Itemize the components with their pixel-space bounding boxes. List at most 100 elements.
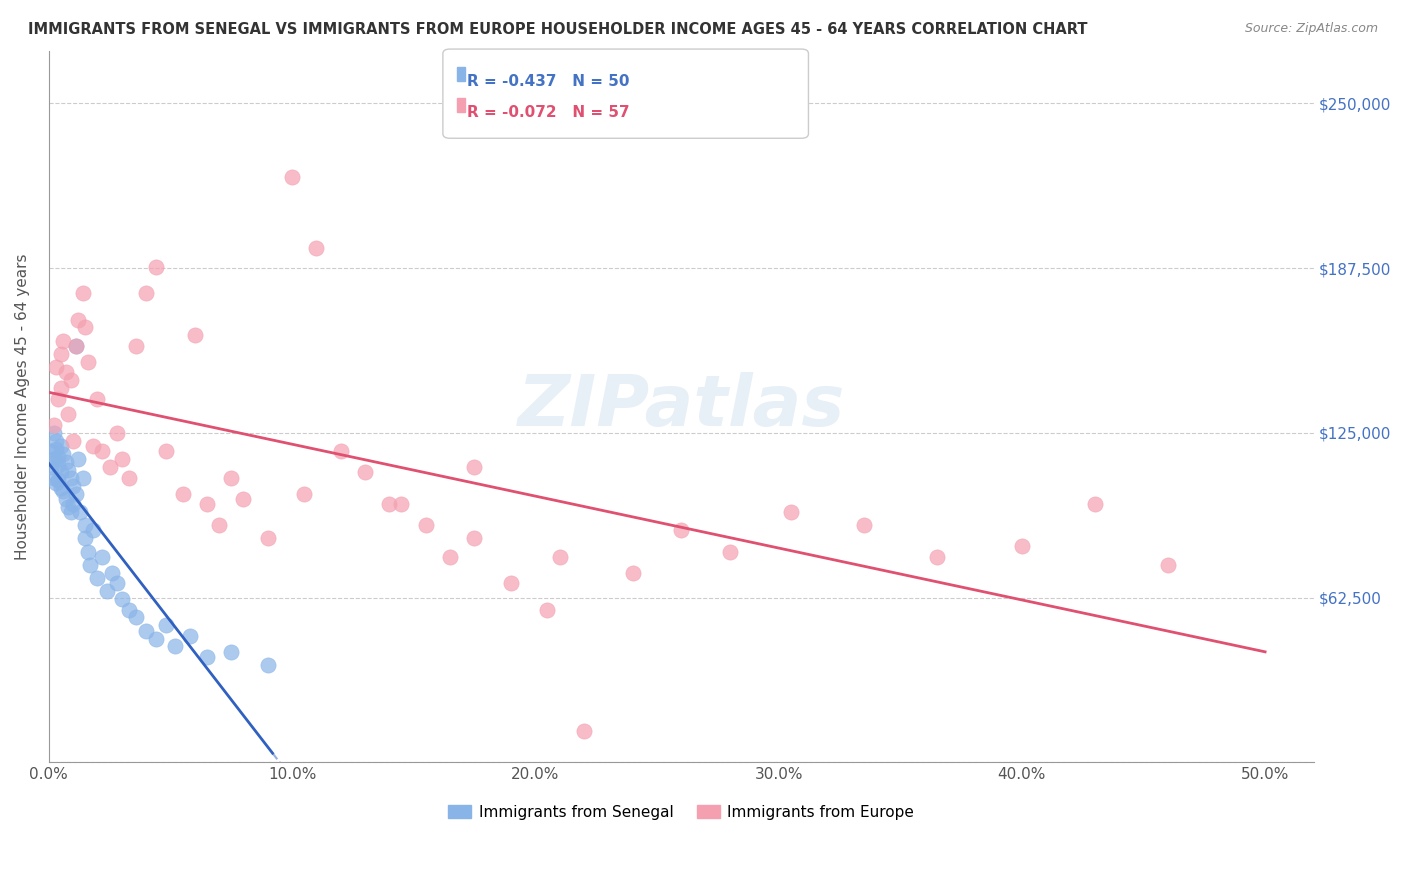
Point — [135, 624, 157, 638]
Point — [62, 478, 84, 492]
Point — [55, 455, 77, 469]
Legend: Immigrants from Senegal, Immigrants from Europe: Immigrants from Senegal, Immigrants from… — [443, 798, 920, 826]
Point — [155, 618, 177, 632]
Point — [59, 471, 82, 485]
Y-axis label: Householder Income Ages 45 - 64 years: Householder Income Ages 45 - 64 years — [15, 253, 30, 560]
Point — [91, 549, 114, 564]
Point — [48, 458, 70, 472]
Point — [59, 505, 82, 519]
Point — [96, 584, 118, 599]
Text: Source: ZipAtlas.com: Source: ZipAtlas.com — [1244, 22, 1378, 36]
Point — [292, 486, 315, 500]
Point — [45, 442, 67, 456]
Point — [45, 359, 67, 374]
Point — [463, 532, 485, 546]
Point — [1084, 497, 1107, 511]
Point — [62, 434, 84, 448]
Point — [76, 355, 98, 369]
Point — [105, 576, 128, 591]
Point — [52, 334, 75, 348]
Point — [86, 392, 108, 406]
Point — [86, 571, 108, 585]
Point — [49, 381, 72, 395]
Point — [195, 650, 218, 665]
Point — [39, 460, 62, 475]
Point — [98, 460, 121, 475]
Point — [72, 286, 94, 301]
Point — [145, 632, 167, 646]
Point — [55, 491, 77, 506]
Point — [101, 566, 124, 580]
Point — [118, 471, 141, 485]
Point — [463, 460, 485, 475]
Point — [39, 444, 62, 458]
Point — [91, 444, 114, 458]
Point — [572, 723, 595, 738]
Point — [1157, 558, 1180, 572]
Point — [195, 497, 218, 511]
Point — [111, 452, 134, 467]
Point — [378, 497, 401, 511]
Point — [852, 518, 875, 533]
Point — [75, 518, 97, 533]
Point — [58, 463, 80, 477]
Point — [105, 425, 128, 440]
Point — [779, 505, 801, 519]
Point — [72, 471, 94, 485]
Point — [62, 497, 84, 511]
Point — [82, 524, 104, 538]
Point — [42, 452, 65, 467]
Point — [439, 549, 461, 564]
Point — [69, 505, 91, 519]
Point — [232, 491, 254, 506]
Point — [42, 417, 65, 432]
Text: IMMIGRANTS FROM SENEGAL VS IMMIGRANTS FROM EUROPE HOUSEHOLDER INCOME AGES 45 - 6: IMMIGRANTS FROM SENEGAL VS IMMIGRANTS FR… — [28, 22, 1088, 37]
Point — [155, 444, 177, 458]
Point — [621, 566, 644, 580]
Point — [125, 610, 148, 624]
Point — [58, 500, 80, 514]
Text: ZIPatlas: ZIPatlas — [517, 372, 845, 441]
Point — [219, 645, 242, 659]
Point — [75, 532, 97, 546]
Point — [135, 286, 157, 301]
Text: R = -0.072   N = 57: R = -0.072 N = 57 — [467, 105, 630, 120]
Point — [49, 439, 72, 453]
Point — [82, 439, 104, 453]
Point — [256, 532, 278, 546]
Point — [281, 170, 304, 185]
Point — [58, 408, 80, 422]
Point — [59, 373, 82, 387]
Point — [49, 347, 72, 361]
Point — [165, 640, 187, 654]
Point — [79, 558, 101, 572]
Point — [65, 486, 87, 500]
Point — [49, 481, 72, 495]
Point — [66, 312, 89, 326]
Point — [45, 434, 67, 448]
Point — [111, 592, 134, 607]
Point — [42, 425, 65, 440]
Point — [1011, 539, 1033, 553]
Point — [718, 544, 741, 558]
Point — [671, 524, 693, 538]
Point — [66, 452, 89, 467]
Point — [52, 447, 75, 461]
Point — [48, 450, 70, 464]
Text: R = -0.437   N = 50: R = -0.437 N = 50 — [467, 74, 630, 89]
Point — [45, 475, 67, 490]
Point — [48, 474, 70, 488]
Point — [48, 392, 70, 406]
Point — [548, 549, 571, 564]
Point — [65, 339, 87, 353]
Point — [391, 497, 413, 511]
Point — [256, 657, 278, 672]
Point — [183, 328, 205, 343]
Point — [179, 629, 201, 643]
Point — [118, 602, 141, 616]
Point — [65, 339, 87, 353]
Point — [219, 471, 242, 485]
Point — [208, 518, 231, 533]
Point — [172, 486, 194, 500]
Point — [354, 466, 377, 480]
